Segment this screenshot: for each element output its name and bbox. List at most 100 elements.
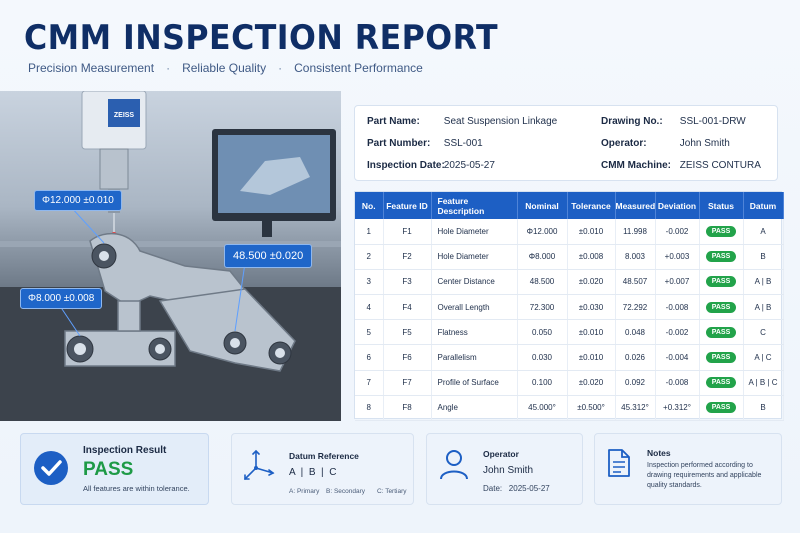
col-header-measured: Measured [615,192,656,219]
cell-nominal: 0.030 [517,344,568,371]
cell-measured: 0.092 [615,370,656,396]
notes-heading: Notes [647,448,671,458]
operator-card-date-row: Date: 2025-05-27 [483,484,550,493]
status-badge: PASS [705,377,737,389]
page-title: CMM INSPECTION REPORT [24,18,499,58]
table-row: 2 F2 Hole Diameter Φ8.000 ±0.008 8.003 +0.003 P… [355,244,784,270]
cell-status: PASS [699,294,744,321]
cell-tolerance: ±0.020 [567,269,616,296]
cell-status: PASS [699,269,744,296]
cell-datum: A [743,219,784,245]
operator-card: Operator John Smith Date: 2025-05-27 [426,433,583,505]
cell-nominal: Φ8.000 [517,244,568,270]
callout-hole-f2: Φ8.000 ±0.008 [20,288,103,309]
cell-nominal: Φ12.000 [517,219,568,245]
cell-feature-id: F1 [383,219,432,245]
result-note: All features are within tolerance. [83,484,190,493]
cell-measured: 45.312° [615,395,656,422]
table-row: 6 F6 Parallelism 0.030 ±0.010 0.026 -0.004 PASS… [355,344,784,371]
cell-datum: C [743,319,784,346]
callout-hole-f1: Φ12.000 ±0.010 [34,190,122,211]
notes-line-3: quality standards. [647,482,702,489]
user-icon [440,450,468,480]
datum-letters: A | B | C [289,467,337,478]
cell-status: PASS [699,370,744,396]
cell-deviation: -0.008 [655,294,700,321]
cell-status: PASS [699,219,744,245]
cell-description: Angle [431,395,518,422]
cell-description: Hole Diameter [431,244,518,270]
cell-status: PASS [699,344,744,371]
cell-deviation: +0.003 [655,244,700,270]
cell-tolerance: ±0.008 [567,244,616,270]
check-circle-icon [34,451,68,485]
datum-reference-card: Datum Reference A | B | C A: Primary B: … [231,433,414,505]
status-badge: PASS [705,326,737,338]
cell-description: Hole Diameter [431,219,518,245]
cell-no: 5 [355,319,384,346]
drawing-no-row: Drawing No.: SSL-001-DRW [601,116,746,127]
cell-nominal: 72.300 [517,294,568,321]
notes-line-2: drawing requirements and applicable [647,472,762,479]
part-info-card: Part Name: Seat Suspension Linkage Part … [354,105,778,181]
col-header-deviation: Deviation [655,192,700,219]
callout-distance-f3: 48.500 ±0.020 [224,244,313,268]
notes-line-1: Inspection performed according to [647,462,753,469]
cmm-photo: ZEISS Φ12.000 ±0.010 [0,91,341,421]
cell-measured: 11.998 [615,219,656,245]
cmm-machine-row: CMM Machine: ZEISS CONTURA [601,160,761,171]
cell-no: 4 [355,294,384,321]
cell-deviation: -0.004 [655,344,700,371]
cell-no: 3 [355,269,384,296]
cell-tolerance: ±0.500° [567,395,616,422]
cell-feature-id: F7 [383,370,432,396]
tagline-1: Precision Measurement [28,61,155,75]
cell-description: Profile of Surface [431,370,518,396]
table-row: 8 F8 Angle 45.000° ±0.500° 45.312° +0.312° PASS… [355,395,784,422]
cell-datum: A | B | C [743,370,784,396]
document-icon [608,449,630,477]
inspection-date-value: 2025-05-27 [443,160,495,171]
drawing-no-label: Drawing No.: [601,116,663,127]
cell-measured: 0.026 [615,344,656,371]
result-value: PASS [83,459,134,480]
operator-card-heading: Operator [483,449,519,459]
table-row: 1 F1 Hole Diameter Φ12.000 ±0.010 11.998 -0.00… [355,219,784,245]
operator-value: John Smith [679,138,730,149]
cell-description: Flatness [431,319,518,346]
inspection-date-row: Inspection Date: 2025-05-27 [367,160,495,171]
tagline-3: Consistent Performance [294,61,423,75]
inspection-date-label: Inspection Date: [367,160,445,171]
col-header-status: Status [699,192,744,219]
part-number-value: SSL-001 [443,138,483,149]
table-body: 1 F1 Hole Diameter Φ12.000 ±0.010 11.998 -0.00… [355,219,784,422]
cell-tolerance: ±0.030 [567,294,616,321]
tagline-2: Reliable Quality [182,61,267,75]
status-badge: PASS [705,251,737,263]
status-badge: PASS [705,276,737,288]
cell-feature-id: F2 [383,244,432,270]
cell-no: 2 [355,244,384,270]
cmm-illustration: ZEISS [0,91,341,421]
cell-datum: A | C [743,344,784,371]
table-row: 7 F7 Profile of Surface 0.100 ±0.020 0.092 -0.… [355,370,784,396]
zeiss-logo [108,99,140,127]
cell-status: PASS [699,244,744,270]
cell-nominal: 0.050 [517,319,568,346]
notes-card: Notes Inspection performed according to … [594,433,782,505]
cell-tolerance: ±0.020 [567,370,616,396]
cell-tolerance: ±0.010 [567,319,616,346]
part-name-value: Seat Suspension Linkage [443,116,558,127]
tagline-separator: · [166,61,171,75]
col-header-description: Feature Description [431,192,518,219]
col-header-tolerance: Tolerance [567,192,616,219]
table-row: 3 F3 Center Distance 48.500 ±0.020 48.507 +0.0… [355,269,784,296]
cell-nominal: 0.100 [517,370,568,396]
table-row: 5 F5 Flatness 0.050 ±0.010 0.048 -0.002 PASS C [355,319,784,346]
table-row: 4 F4 Overall Length 72.300 ±0.030 72.292 -0.00… [355,294,784,321]
cell-feature-id: F5 [383,319,432,346]
cell-deviation: -0.002 [655,219,700,245]
cell-tolerance: ±0.010 [567,219,616,245]
cell-measured: 48.507 [615,269,656,296]
cell-status: PASS [699,319,744,346]
